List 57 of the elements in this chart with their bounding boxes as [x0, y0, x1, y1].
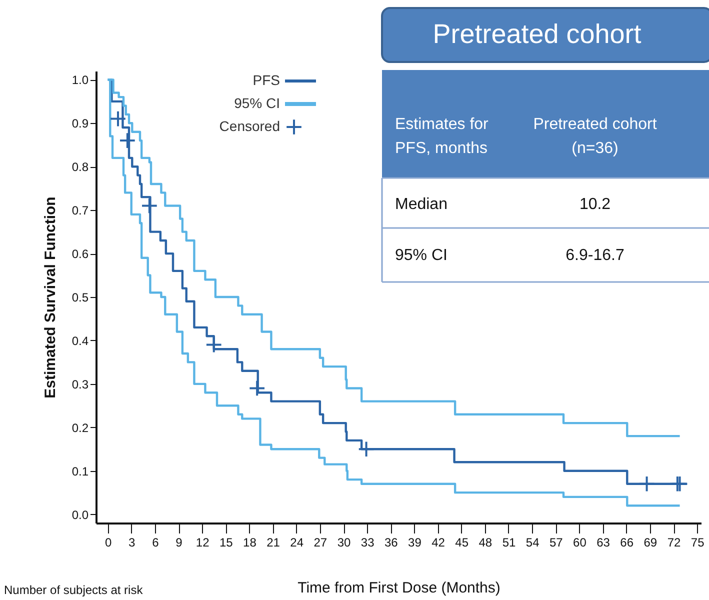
x-tick-label: 57: [549, 536, 564, 550]
annotation: 10.2: [579, 196, 611, 213]
legend-label: 95% CI: [234, 95, 280, 111]
y-tick-label: 0.2: [72, 420, 89, 435]
x-tick-label: 12: [196, 536, 210, 550]
point: [248, 380, 266, 397]
x-tick-label: 75: [690, 536, 705, 550]
annotation: 95% CI: [395, 247, 448, 264]
y-tick-label: 0.4: [72, 334, 89, 348]
x-tick-label: 21: [266, 536, 280, 550]
chart-title: Pretreated cohort: [432, 19, 642, 49]
text: Number of subjects at risk: [4, 583, 144, 597]
point: [119, 132, 136, 149]
x-tick-label: 60: [573, 536, 587, 550]
y-tick-label: 0.0: [72, 508, 89, 522]
x-tick-label: 18: [243, 536, 257, 550]
annotation: 6.9-16.7: [566, 247, 624, 264]
x-tick-label: 39: [408, 536, 422, 550]
point: [110, 110, 126, 128]
annotation: Median: [395, 196, 448, 213]
x-tick-label: 3: [128, 536, 136, 550]
x-tick-label: 72: [667, 536, 681, 550]
x-tick-label: 36: [384, 536, 398, 550]
y-axis-title: Estimated Survival Function: [42, 196, 59, 398]
y-tick-label: 0.1: [72, 464, 89, 478]
y-tick-label: 0.8: [72, 160, 89, 174]
x-tick-label: 54: [526, 536, 540, 550]
x-tick-label: 0: [104, 536, 112, 550]
point: [638, 475, 656, 492]
y-tick-label: 0.6: [72, 247, 89, 262]
y-tick-label: 0.3: [72, 377, 89, 392]
x-tick-label: 6: [152, 536, 160, 550]
y-tick-label: 0.5: [72, 290, 89, 304]
point: [205, 336, 222, 354]
x-tick-label: 48: [478, 536, 492, 550]
x-tick-label: 24: [290, 536, 304, 550]
x-tick-label: 33: [360, 536, 375, 550]
x-tick-label: 15: [219, 536, 234, 550]
y-tick-label: 1.0: [72, 73, 89, 88]
x-tick-label: 42: [432, 536, 446, 550]
x-tick-label: 51: [502, 536, 516, 550]
x-tick-label: 66: [620, 536, 634, 550]
point: [141, 197, 158, 214]
legend-label: PFS: [252, 72, 280, 88]
x-tick-label: 45: [455, 536, 469, 550]
y-tick-label: 0.9: [72, 116, 89, 131]
x-tick-label: 27: [314, 536, 328, 550]
x-tick-label: 63: [596, 536, 610, 550]
annotation: Estimates for PFS, months: [395, 116, 490, 157]
x-tick-label: 9: [176, 536, 183, 550]
legend-label: Censored: [219, 118, 280, 134]
y-tick-label: 0.7: [72, 204, 89, 218]
point: [358, 440, 375, 458]
x-axis-title: Time from First Dose (Months): [298, 580, 500, 596]
x-tick-label: 69: [644, 536, 658, 550]
annotation: Pretreated cohort (n=36): [533, 116, 658, 157]
x-tick-label: 30: [337, 536, 351, 550]
